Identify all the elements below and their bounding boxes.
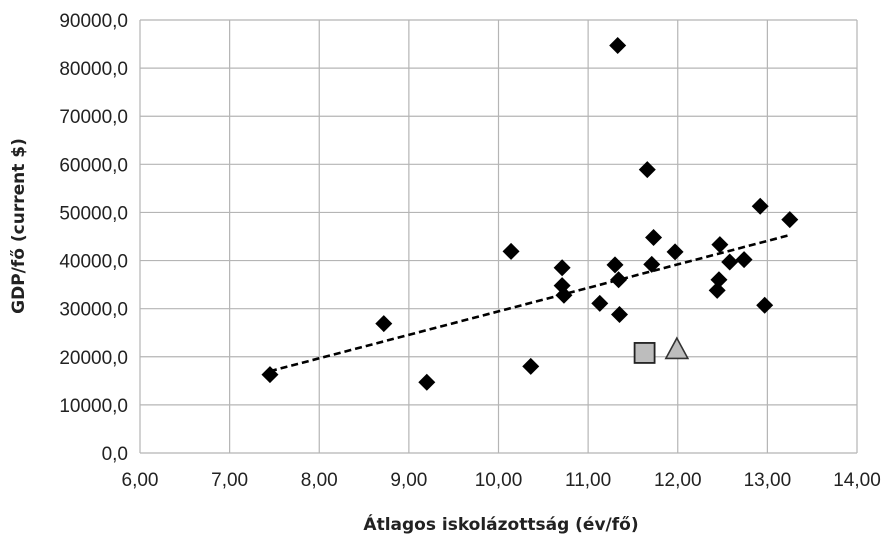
y-tick-label: 60000,0 — [59, 155, 128, 176]
diamond-point — [721, 253, 739, 271]
x-axis-title: Átlagos iskolázottság (év/fő) — [363, 513, 638, 535]
y-tick-label: 50000,0 — [59, 203, 128, 224]
x-tick-label: 7,00 — [211, 470, 248, 491]
data-points — [261, 36, 799, 391]
y-tick-label: 70000,0 — [59, 107, 128, 128]
x-tick-label: 6,00 — [122, 470, 159, 491]
tick-labels: 6,00 7,00 8,00 9,00 10,00 11,00 12,00 13,00 14,0… — [59, 11, 880, 491]
y-tick-label: 30000,0 — [59, 300, 128, 321]
x-tick-label: 12,00 — [654, 470, 702, 491]
diamond-point — [708, 281, 726, 299]
diamond-point — [609, 36, 627, 54]
y-tick-label: 10000,0 — [59, 396, 128, 417]
x-tick-label: 8,00 — [301, 470, 338, 491]
diamond-point — [711, 236, 729, 254]
diamond-point — [261, 366, 279, 384]
x-tick-label: 14,00 — [833, 470, 881, 491]
y-tick-label: 90000,0 — [59, 11, 128, 32]
diamond-point — [781, 211, 799, 229]
trendline — [269, 233, 791, 373]
y-tick-label: 40000,0 — [59, 252, 128, 273]
grid — [139, 19, 858, 454]
trendline-layer — [269, 233, 791, 373]
diamond-point — [638, 161, 656, 179]
y-tick-label: 20000,0 — [59, 348, 128, 369]
x-tick-label: 9,00 — [390, 470, 427, 491]
diamond-point — [591, 294, 609, 312]
triangle-point — [664, 336, 690, 360]
diamond-point — [418, 373, 436, 391]
y-axis-title: GDP/fő (current $) — [9, 138, 29, 314]
diamond-point — [555, 286, 573, 304]
x-tick-label: 11,00 — [565, 470, 611, 491]
y-tick-label: 0,0 — [102, 444, 128, 465]
diamond-point — [643, 255, 661, 273]
diamond-point — [553, 259, 571, 277]
diamond-point — [645, 228, 663, 246]
diamond-point — [751, 197, 769, 215]
diamond-point — [522, 357, 540, 375]
diamond-point — [375, 315, 393, 333]
x-tick-label: 10,00 — [475, 470, 523, 491]
diamond-point — [610, 271, 628, 289]
diamond-point — [735, 251, 753, 269]
diamond-point — [606, 256, 624, 274]
diamond-point — [502, 242, 520, 260]
diamond-point — [756, 296, 774, 314]
diamond-point — [710, 271, 728, 289]
diamond-point — [610, 305, 628, 323]
x-tick-label: 13,00 — [744, 470, 792, 491]
square-point — [633, 342, 656, 364]
y-tick-label: 80000,0 — [59, 59, 128, 80]
diamond-point — [666, 243, 684, 261]
